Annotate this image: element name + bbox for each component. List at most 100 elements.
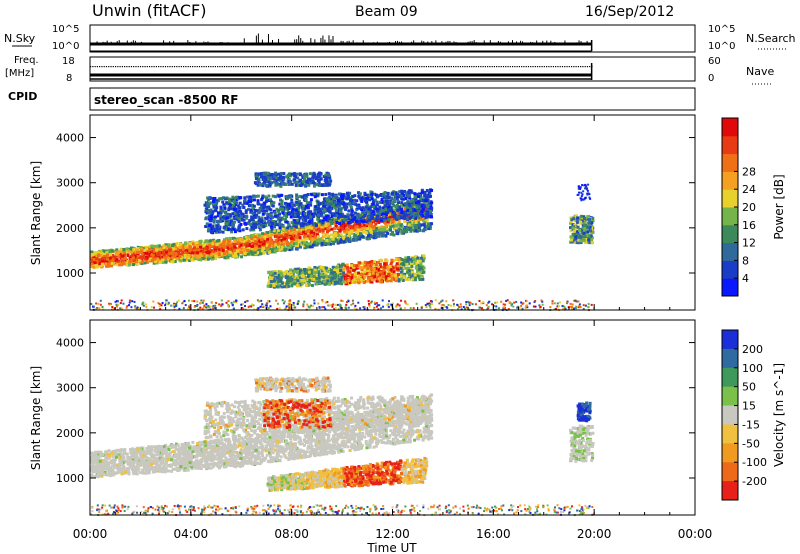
heatmap-cell — [191, 240, 195, 244]
heatmap-cell — [366, 236, 370, 240]
heatmap-cell — [225, 237, 229, 241]
heatmap-cell — [335, 203, 339, 207]
heatmap-cell — [231, 227, 235, 231]
heatmap-cell — [280, 285, 284, 289]
heatmap-cell — [256, 209, 260, 213]
heatmap-cell — [278, 212, 282, 216]
heatmap-cell — [267, 205, 271, 209]
nave-dot — [90, 66, 92, 68]
heatmap-cell — [274, 171, 278, 175]
heatmap-cell — [290, 203, 294, 207]
heatmap-cell — [292, 212, 296, 216]
heatmap-cell — [164, 243, 168, 247]
heatmap-cell — [400, 201, 404, 205]
nave-dot — [135, 66, 137, 68]
heatmap-cell — [119, 249, 123, 253]
heatmap-cell — [217, 239, 221, 243]
heatmap-cell — [409, 189, 413, 193]
heatmap-cell — [291, 209, 295, 213]
heatmap-cell — [301, 213, 305, 217]
heatmap-cell — [275, 241, 279, 245]
nave-dot — [146, 66, 148, 68]
heatmap-cell — [355, 207, 359, 211]
heatmap-cell — [303, 198, 307, 202]
heatmap-cell — [275, 207, 279, 211]
heatmap-cell — [402, 210, 406, 214]
heatmap-cell — [381, 193, 385, 197]
heatmap-cell — [326, 225, 330, 229]
heatmap-cell — [216, 224, 220, 228]
heatmap-cell — [361, 220, 365, 224]
heatmap-cell — [231, 251, 235, 255]
nave-dot — [223, 66, 226, 68]
heatmap-cell — [260, 245, 264, 249]
heatmap-cell — [193, 251, 197, 255]
heatmap-cell — [90, 250, 94, 254]
heatmap-cell — [252, 224, 256, 228]
heatmap-cell — [315, 207, 319, 211]
nave-dot — [92, 66, 94, 68]
heatmap-cell — [327, 202, 331, 206]
heatmap-cell — [159, 256, 163, 260]
heatmap-cell — [370, 213, 374, 217]
heatmap-cell — [224, 218, 228, 222]
heatmap-cell — [102, 252, 106, 256]
heatmap-cell — [426, 194, 430, 198]
heatmap-cell — [212, 238, 216, 242]
heatmap-cell — [257, 242, 261, 246]
heatmap-cell — [295, 180, 299, 184]
nave-dot — [148, 66, 151, 68]
heatmap-cell — [247, 245, 251, 249]
heatmap-cell — [182, 249, 186, 253]
heatmap-cell — [336, 200, 340, 204]
heatmap-cell — [318, 237, 322, 241]
heatmap-cell — [256, 199, 260, 203]
heatmap-cell — [193, 248, 197, 252]
heatmap-cell — [309, 216, 313, 220]
heatmap-cell — [304, 233, 308, 237]
heatmap-cell — [155, 244, 159, 248]
heatmap-cell — [405, 204, 409, 208]
heatmap-cell — [267, 241, 271, 245]
heatmap-cell — [263, 195, 267, 199]
heatmap-cell — [261, 242, 265, 246]
heatmap-cell — [274, 176, 278, 180]
heatmap-cell — [135, 262, 139, 266]
heatmap-cell — [400, 191, 404, 195]
nsearch-label: N.Search — [746, 32, 796, 45]
nave-dot — [552, 66, 555, 68]
nave-dot — [219, 66, 221, 68]
heatmap-cell — [382, 206, 386, 210]
heatmap-cell — [389, 225, 393, 229]
heatmap-cell — [254, 222, 258, 226]
heatmap-cell — [93, 251, 97, 255]
heatmap-cell — [233, 206, 237, 210]
heatmap-cell — [261, 209, 265, 213]
heatmap-cell — [157, 254, 161, 258]
heatmap-cell — [319, 177, 323, 181]
nave-dot — [382, 66, 384, 68]
nave-dot — [269, 66, 271, 68]
heatmap-cell — [285, 220, 289, 224]
heatmap-cell — [207, 209, 211, 213]
heatmap-cell — [269, 208, 273, 212]
heatmap-cell — [406, 226, 410, 230]
heatmap-cell — [421, 218, 425, 222]
heatmap-cell — [348, 191, 352, 195]
nave-dot — [173, 66, 176, 68]
heatmap-cell — [363, 260, 367, 264]
nsky-tick-bottom: 10^0 — [52, 41, 79, 52]
heatmap-cell — [368, 194, 372, 198]
heatmap-cell — [178, 254, 182, 258]
heatmap-cell — [214, 215, 218, 219]
heatmap-cell — [313, 173, 317, 177]
nave-dot — [119, 66, 121, 68]
heatmap-cell — [342, 267, 346, 271]
heatmap-cell — [143, 249, 147, 253]
heatmap-cell — [336, 231, 340, 235]
heatmap-cell — [164, 260, 168, 264]
heatmap-cell — [249, 223, 253, 227]
heatmap-cell — [246, 252, 250, 256]
heatmap-cell — [301, 204, 305, 208]
heatmap-cell — [263, 201, 267, 205]
